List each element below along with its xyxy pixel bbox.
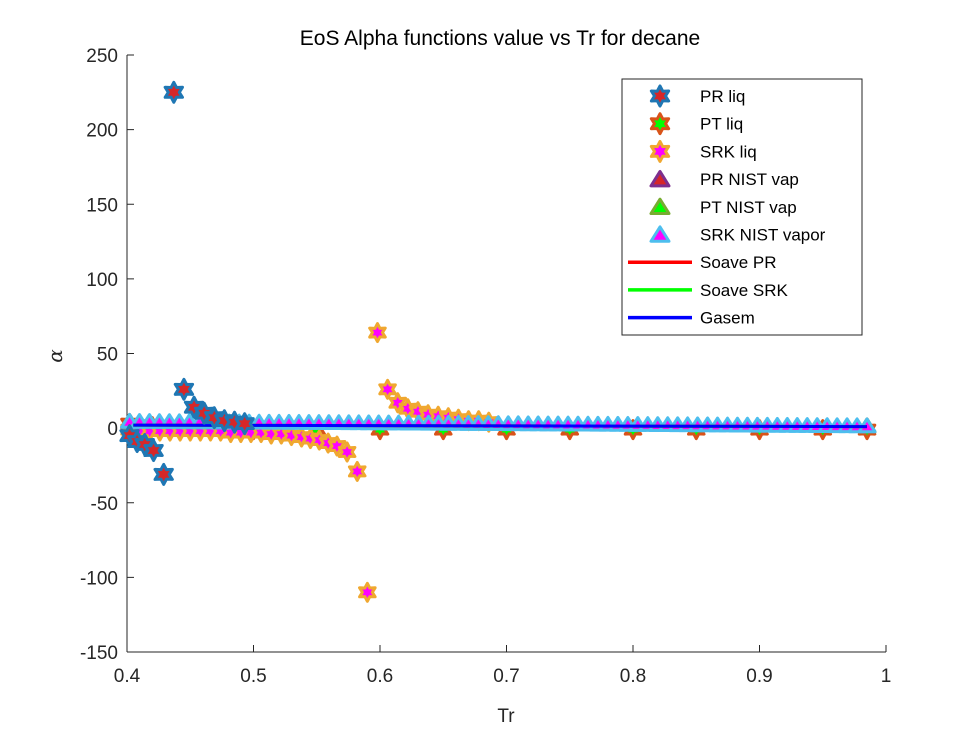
y-tick-label: 150 <box>86 195 118 216</box>
chart-title: EoS Alpha functions value vs Tr for deca… <box>300 27 700 50</box>
data-point <box>337 441 357 463</box>
y-axis-label: α <box>43 349 67 363</box>
x-tick-label: 0.8 <box>620 666 646 687</box>
y-tick-label: 200 <box>86 121 118 142</box>
data-point <box>368 322 387 344</box>
legend-label: PT NIST vap <box>700 198 797 217</box>
data-point <box>358 581 377 603</box>
plot-axes: 0.4 0.5 0.6 0.7 0.8 0.9 1 -150 -100 -50 0 50 100 150 2… <box>80 46 891 687</box>
data-point <box>378 378 397 400</box>
plot-marks <box>119 80 877 603</box>
x-tick-label: 0.4 <box>114 666 141 687</box>
y-tick-label: -50 <box>91 494 118 515</box>
legend-label: PR liq <box>700 87 745 106</box>
legend-marker <box>649 169 671 188</box>
data-point <box>183 395 205 419</box>
data-point <box>327 435 347 457</box>
legend-label: SRK NIST vapor <box>700 226 826 245</box>
data-point <box>347 460 367 482</box>
y-tick-label: -150 <box>80 643 118 664</box>
legend-label: Soave PR <box>700 253 777 272</box>
legend-marker <box>649 225 671 243</box>
x-tick-label: 0.5 <box>240 666 266 687</box>
legend-marker <box>649 139 671 163</box>
y-tick-label: 100 <box>86 270 118 291</box>
legend-label: SRK liq <box>700 142 757 161</box>
series-pr-liq <box>119 80 255 486</box>
legend: PR liq PT liq SRK liq PR NIST vap PT NIST va… <box>621 78 863 336</box>
x-axis-label: Tr <box>497 706 515 727</box>
series-srk-liq <box>120 322 499 603</box>
data-point <box>234 412 255 436</box>
y-tick-label: -100 <box>80 568 118 589</box>
legend-label: Gasem <box>700 309 755 328</box>
data-point <box>173 377 195 401</box>
legend-marker <box>649 112 671 136</box>
data-point <box>143 439 164 463</box>
line-gasem <box>133 423 868 429</box>
legend-marker <box>649 84 671 108</box>
y-tick-label: 50 <box>97 345 118 366</box>
y-tick-label: 0 <box>107 419 118 440</box>
x-tick-label: 0.9 <box>746 666 772 687</box>
x-tick-label: 1 <box>881 666 892 687</box>
data-point <box>388 392 407 414</box>
y-tick-label: 250 <box>86 46 118 67</box>
legend-label: PR NIST vap <box>700 170 799 189</box>
legend-label: PT liq <box>700 115 743 134</box>
legend-label: Soave SRK <box>700 281 789 300</box>
legend-marker <box>649 197 671 216</box>
x-tick-label: 0.6 <box>367 666 393 687</box>
data-point <box>153 462 174 486</box>
x-tick-label: 0.7 <box>493 666 519 687</box>
data-point <box>163 80 184 104</box>
